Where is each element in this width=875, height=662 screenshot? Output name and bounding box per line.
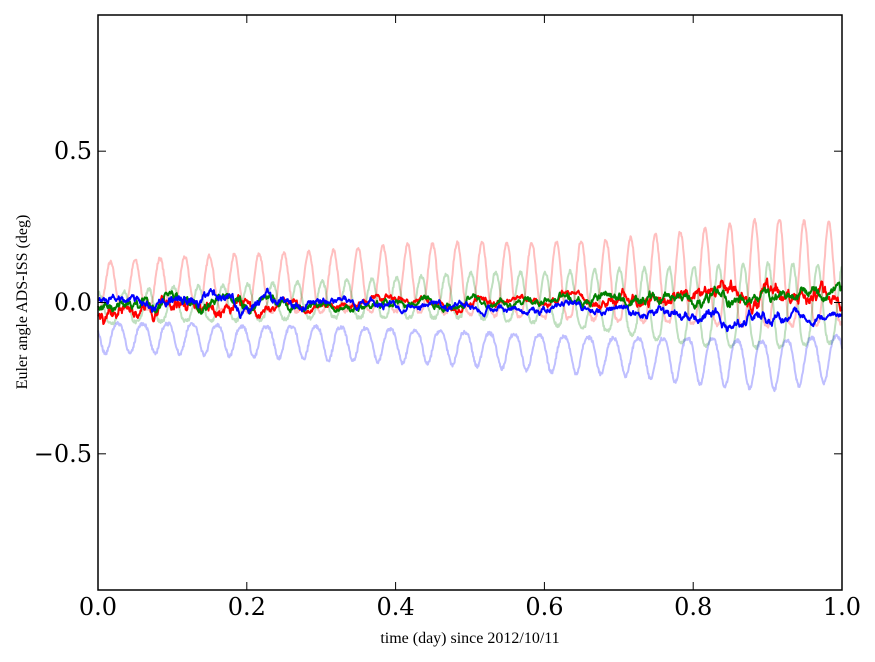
y-tick-label: 0.5 — [54, 137, 92, 165]
x-tick-label: 0.4 — [377, 593, 415, 621]
y-tick-label: 0.0 — [54, 289, 92, 317]
series-line-5 — [97, 287, 843, 333]
tick-layer: 0.0 0.2 0.4 0.6 0.8 1.0 −0.5 0.0 0.5 — [34, 15, 861, 621]
x-tick-label: 0.0 — [79, 593, 117, 621]
x-tick-label: 0.8 — [674, 593, 712, 621]
x-tick-label: 0.6 — [525, 593, 563, 621]
series-line-3 — [97, 277, 843, 325]
y-tick-label: −0.5 — [34, 440, 92, 468]
series-line-0 — [97, 217, 843, 329]
series-line-1 — [97, 261, 843, 350]
series-line-2 — [97, 320, 843, 393]
y-axis-label: Euler angle ADS-ISS (deg) — [14, 215, 31, 390]
x-tick-label: 1.0 — [823, 593, 861, 621]
x-tick-label: 0.2 — [228, 593, 266, 621]
x-axis-label: time (day) since 2012/10/11 — [380, 630, 559, 647]
series-layer — [97, 217, 843, 393]
